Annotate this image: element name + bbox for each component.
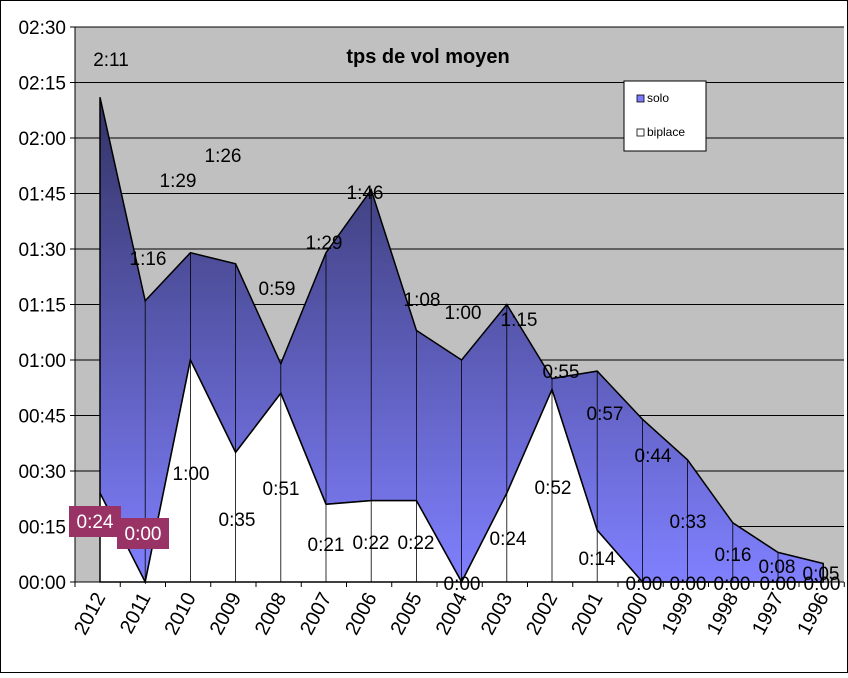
- data-label-biplace: 0:00: [760, 574, 797, 595]
- y-tick-label: 00:00: [18, 573, 66, 594]
- data-label-solo: 0:44: [635, 446, 672, 467]
- data-label-box-biplace: [69, 506, 121, 537]
- data-label-solo: 0:05: [803, 564, 840, 585]
- y-tick-label: 01:00: [18, 351, 66, 372]
- y-tick-label: 01:30: [18, 240, 66, 261]
- data-label-biplace: 0:51: [263, 479, 300, 500]
- data-label-solo: 0:59: [259, 279, 296, 300]
- legend-swatch-solo: [636, 94, 645, 103]
- y-tick-label: 02:15: [18, 74, 66, 95]
- data-label-biplace: 0:14: [579, 549, 616, 570]
- data-label-biplace: 0:00: [714, 574, 751, 595]
- data-label-biplace: 0:00: [670, 574, 707, 595]
- data-label-biplace: 0:00: [125, 524, 162, 545]
- data-label-biplace: 0:00: [444, 574, 481, 595]
- data-label-box-biplace: [117, 518, 169, 549]
- data-label-biplace: 0:00: [804, 574, 841, 595]
- data-label-biplace: 0:35: [219, 510, 256, 531]
- data-label-biplace: 1:00: [173, 464, 210, 485]
- data-label-solo: 1:15: [501, 310, 538, 331]
- y-tick-label: 00:30: [18, 462, 66, 483]
- data-label-solo: 0:33: [670, 512, 707, 533]
- data-label-solo: 0:08: [759, 557, 796, 578]
- data-label-biplace: 0:00: [626, 574, 663, 595]
- data-label-biplace: 0:24: [490, 529, 527, 550]
- data-label-biplace: 0:22: [398, 533, 435, 554]
- data-label-solo: 1:08: [404, 290, 441, 311]
- legend-label-solo: solo: [647, 91, 669, 105]
- data-labels: 2:111:161:291:260:591:291:461:081:00 1:15…: [69, 50, 840, 595]
- y-tick-label: 00:45: [18, 407, 66, 428]
- data-label-biplace: 0:24: [77, 512, 114, 533]
- data-label-solo: 1:29: [306, 233, 343, 254]
- y-tick-label: 02:30: [18, 18, 66, 39]
- data-label-solo: 0:16: [715, 545, 752, 566]
- y-tick-label: 00:15: [18, 518, 66, 539]
- legend-box: [623, 80, 707, 152]
- data-label-solo: 2:11: [93, 50, 129, 71]
- data-label-solo: 1:00: [445, 303, 482, 324]
- data-label-solo: 1:29: [160, 171, 197, 192]
- data-label-solo: 0:55: [543, 362, 580, 383]
- data-label-solo: 1:16: [130, 249, 167, 270]
- legend-label-biplace: biplace: [647, 125, 685, 139]
- data-label-solo: 1:46: [347, 183, 384, 204]
- legend: solo biplace: [623, 80, 707, 152]
- data-label-biplace: 0:21: [308, 535, 345, 556]
- y-tick-label: 02:00: [18, 129, 66, 150]
- data-label-biplace: 0:52: [535, 478, 572, 499]
- y-tick-label: 01:45: [18, 185, 66, 206]
- legend-swatch-biplace: [636, 128, 645, 137]
- chart-title: tps de vol moyen: [346, 46, 509, 68]
- data-label-biplace: 0:22: [353, 533, 390, 554]
- data-label-solo: 1:26: [205, 146, 242, 167]
- y-tick-label: 01:15: [18, 296, 66, 317]
- data-label-solo: 0:57: [587, 404, 624, 425]
